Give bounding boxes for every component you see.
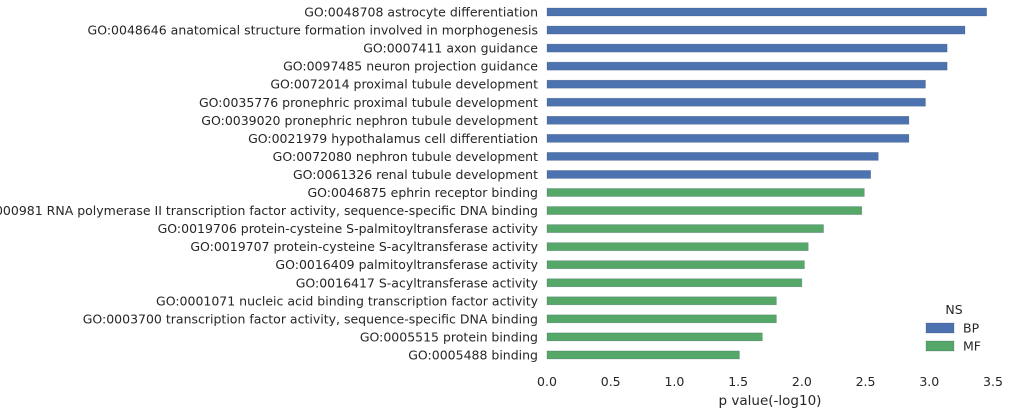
bar-mf — [546, 332, 763, 342]
x-tick-label: 2.0 — [792, 374, 812, 389]
bar-mf — [546, 206, 863, 215]
category-label: GO:0048646 anatomical structure formatio… — [88, 23, 538, 38]
category-label: GO:0021979 hypothalamus cell differentia… — [248, 131, 538, 146]
category-label: GO:0005488 binding — [408, 347, 538, 362]
legend-label-bp: BP — [963, 321, 980, 336]
x-tick-label: 0.5 — [601, 374, 621, 389]
category-label: GO:0007411 axon guidance — [363, 41, 538, 56]
legend-swatch-bp — [925, 322, 955, 334]
bar-mf — [546, 296, 777, 306]
x-tick-label: 0.0 — [537, 374, 557, 389]
category-label: GO:0005515 protein binding — [360, 329, 538, 344]
bar-bp — [546, 116, 910, 125]
category-label: GO:0048708 astrocyte differentiation — [304, 5, 538, 20]
legend: NS BP MF — [925, 302, 981, 354]
category-label: GO:0061326 renal tubule development — [293, 167, 538, 182]
category-label: GO:0016409 palmitoyltransferase activity — [275, 257, 538, 272]
x-tick-label: 3.0 — [919, 374, 939, 389]
bars-layer — [546, 7, 987, 360]
category-label: GO:0001071 nucleic acid binding transcri… — [156, 293, 539, 308]
bar-mf — [546, 278, 803, 288]
x-tick-label: 3.5 — [983, 374, 1003, 389]
bar-mf — [546, 314, 777, 324]
x-axis-title: p value(-log10) — [719, 393, 822, 409]
category-label: GO:0019707 protein-cysteine S-acyltransf… — [190, 239, 538, 254]
bar-bp — [546, 152, 879, 161]
legend-label-mf: MF — [963, 339, 981, 354]
category-label: GO:0003700 transcription factor activity… — [83, 311, 538, 326]
x-tick-label: 2.5 — [856, 374, 876, 389]
x-tick-label: 1.0 — [664, 374, 684, 389]
x-tick-label: 1.5 — [728, 374, 748, 389]
bar-mf — [546, 350, 740, 360]
category-label: GO:0072014 proximal tubule development — [270, 77, 538, 92]
bar-bp — [546, 43, 948, 53]
bar-bp — [546, 134, 910, 143]
legend-swatch-mf — [925, 340, 955, 352]
bar-bp — [546, 170, 871, 179]
bar-mf — [546, 242, 809, 251]
category-label: GO:0019706 protein-cysteine S-palmitoylt… — [158, 221, 539, 236]
bar-mf — [546, 224, 824, 233]
bar-bp — [546, 61, 948, 71]
category-label: GO:0072080 nephron tubule development — [273, 149, 538, 164]
x-axis-ticks: 0.0 0.5 1.0 1.5 2.0 2.5 3.0 3.5 — [537, 374, 1003, 389]
category-label: GO:0046875 ephrin receptor binding — [307, 185, 538, 200]
bar-mf — [546, 188, 865, 197]
bar-mf — [546, 260, 805, 270]
bar-bp — [546, 7, 987, 17]
bar-bp — [546, 25, 966, 35]
category-label: GO:0039020 pronephric nephron tubule dev… — [201, 113, 538, 128]
category-label: GO:0097485 neuron projection guidance — [283, 59, 538, 74]
category-labels: GO:0048708 astrocyte differentiation GO:0… — [0, 5, 539, 363]
category-label: GO:0000981 RNA polymerase II transcripti… — [0, 203, 538, 218]
bar-bp — [546, 79, 926, 89]
category-label: GO:0035776 pronephric proximal tubule de… — [199, 95, 538, 110]
category-label: GO:0016417 S-acyltransferase activity — [296, 275, 539, 290]
bar-bp — [546, 97, 926, 107]
legend-title: NS — [945, 302, 962, 317]
